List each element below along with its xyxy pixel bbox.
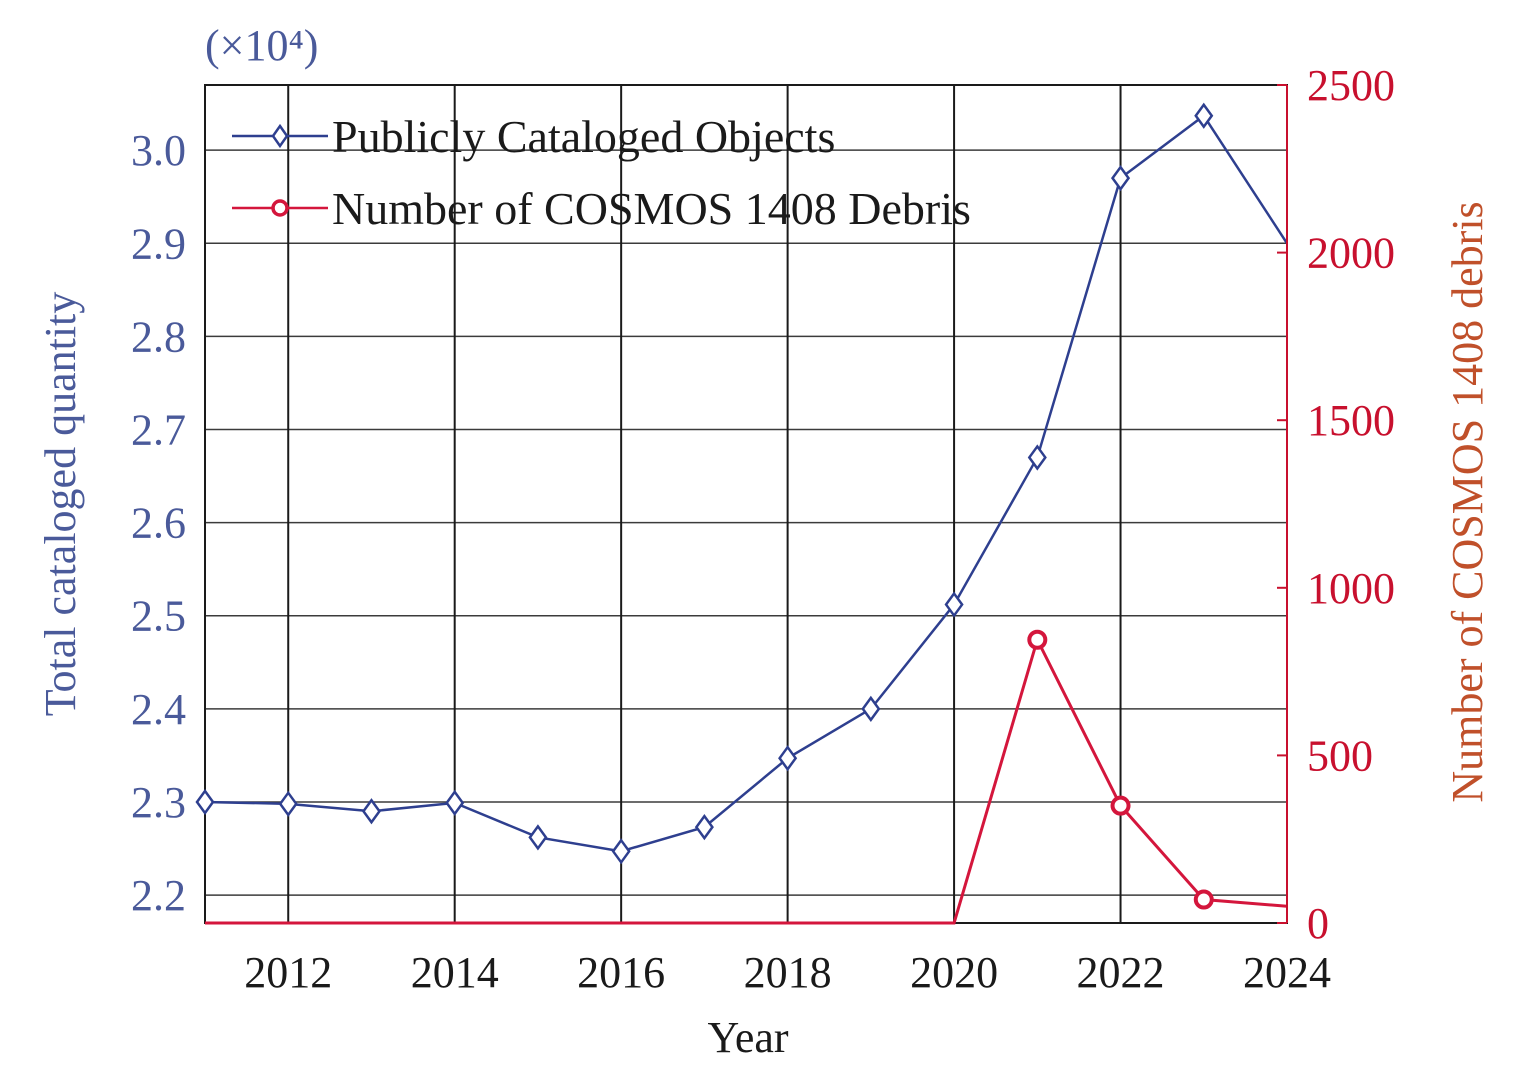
right-tick-label: 1000: [1307, 564, 1395, 613]
tick-labels: 2012 2014 2016 2018 2020 2022 2024 2.2 2.3 2.4 2.5…: [131, 61, 1395, 997]
data-point-publicly-cataloged-objects: [278, 790, 298, 817]
legend: Publicly Cataloged Objects Number of COS…: [232, 111, 971, 234]
data-point-publicly-cataloged-objects: [528, 824, 548, 851]
left-tick-label: 2.6: [131, 499, 186, 548]
left-axis-title: Total cataloged quantity: [36, 292, 85, 717]
data-point-publicly-cataloged-objects: [1027, 444, 1047, 471]
data-point-number-of-cosmos-1408-debris: [1193, 889, 1214, 910]
x-tick-label: 2014: [411, 948, 499, 997]
data-point-number-of-cosmos-1408-debris: [1027, 629, 1048, 650]
legend-label-cosmos-1408-debris: Number of COSMOS 1408 Debris: [332, 183, 971, 234]
right-tick-label: 1500: [1307, 396, 1395, 445]
data-point-publicly-cataloged-objects: [611, 838, 631, 865]
series-line-number-of-cosmos-1408-debris: [205, 635, 1288, 925]
data-point-publicly-cataloged-objects: [361, 798, 382, 825]
left-tick-label: 2.4: [131, 685, 186, 734]
legend-label-publicly-cataloged-objects: Publicly Cataloged Objects: [332, 111, 835, 162]
left-tick-label: 2.7: [131, 406, 186, 455]
data-point-publicly-cataloged-objects: [195, 788, 215, 816]
x-tick-label: 2020: [910, 948, 998, 997]
data-point-publicly-cataloged-objects: [694, 813, 714, 841]
x-tick-label: 2018: [744, 948, 832, 997]
x-tick-label: 2022: [1077, 948, 1165, 997]
circle-marker-icon: [271, 199, 289, 217]
right-tick-label: 0: [1307, 899, 1329, 948]
right-tick-label: 2000: [1307, 229, 1395, 278]
left-tick-label: 2.2: [131, 871, 186, 920]
left-tick-label: 2.3: [131, 778, 186, 827]
left-tick-label: 2.8: [131, 312, 186, 361]
data-point-number-of-cosmos-1408-debris: [1110, 795, 1131, 816]
data-point-publicly-cataloged-objects: [1194, 102, 1214, 129]
legend-entry-publicly-cataloged-objects: Publicly Cataloged Objects: [232, 111, 835, 162]
x-tick-label: 2016: [577, 948, 665, 997]
data-point-publicly-cataloged-objects: [861, 695, 881, 722]
diamond-marker-icon: [271, 123, 289, 149]
x-tick-label: 2012: [244, 948, 332, 997]
data-point-publicly-cataloged-objects: [778, 745, 798, 772]
right-tick-label: 2500: [1307, 61, 1395, 110]
grid: [205, 85, 1288, 923]
series-layer: [195, 102, 1289, 925]
series-line-publicly-cataloged-objects: [204, 113, 1289, 853]
left-axis-multiplier: (×10⁴): [205, 21, 318, 70]
x-tick-label: 2024: [1243, 948, 1331, 997]
data-point-publicly-cataloged-objects: [1110, 164, 1131, 192]
right-axis-title: Number of COSMOS 1408 debris: [1443, 201, 1492, 802]
left-tick-label: 2.5: [131, 592, 186, 641]
legend-entry-cosmos-1408-debris: Number of COSMOS 1408 Debris: [232, 183, 971, 234]
data-point-publicly-cataloged-objects: [445, 789, 465, 817]
x-axis-title: Year: [707, 1013, 788, 1062]
right-tick-label: 500: [1307, 731, 1373, 780]
left-tick-label: 2.9: [131, 219, 186, 268]
data-point-publicly-cataloged-objects: [944, 591, 964, 618]
left-tick-label: 3.0: [131, 126, 186, 175]
